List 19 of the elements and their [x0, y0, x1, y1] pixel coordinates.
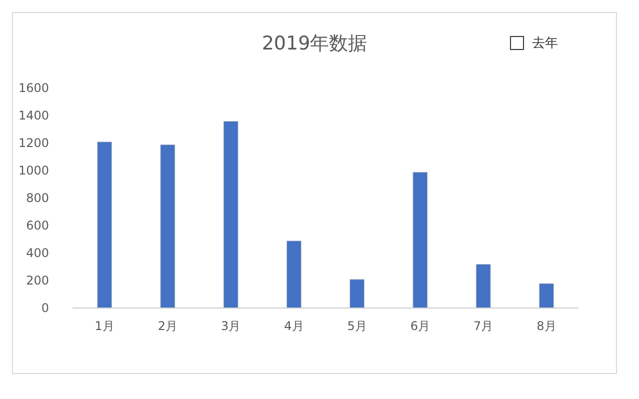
x-tick-label: 8月: [536, 319, 556, 333]
y-tick-label: 1400: [18, 108, 49, 122]
y-tick-label: 1200: [18, 136, 49, 150]
x-tick-label: 5月: [347, 319, 367, 333]
chart-title: 2019年数据: [262, 32, 368, 54]
x-tick-label: 4月: [284, 319, 304, 333]
y-tick-label: 600: [26, 218, 49, 232]
y-tick-label: 1000: [18, 164, 49, 178]
y-tick-label: 0: [41, 301, 49, 315]
text: 去年: [532, 35, 558, 52]
x-tick-label: 2月: [158, 319, 178, 333]
x-tick-label: 7月: [473, 319, 494, 333]
x-tick-label: 3月: [220, 319, 241, 333]
x-tick-label: 1月: [94, 319, 114, 333]
y-tick-label: 200: [26, 274, 49, 288]
y-tick-label: 400: [26, 246, 49, 260]
y-tick-label: 800: [26, 191, 49, 205]
y-tick-label: 1600: [18, 81, 49, 95]
x-tick-label: 6月: [410, 319, 430, 333]
